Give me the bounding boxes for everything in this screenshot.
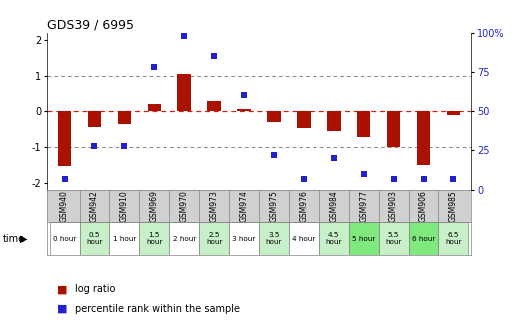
- Text: GSM985: GSM985: [449, 190, 458, 222]
- Text: 6.5
hour: 6.5 hour: [445, 232, 462, 245]
- Text: ■: ■: [57, 304, 67, 314]
- Text: GSM940: GSM940: [60, 190, 69, 222]
- Bar: [357, 111, 370, 137]
- Bar: [109, 222, 139, 255]
- Bar: [327, 111, 340, 131]
- Bar: [58, 111, 71, 166]
- Text: 1 hour: 1 hour: [113, 236, 136, 242]
- Bar: [148, 104, 161, 111]
- Text: GSM975: GSM975: [269, 190, 279, 222]
- Text: 3.5
hour: 3.5 hour: [266, 232, 282, 245]
- Text: 4 hour: 4 hour: [292, 236, 315, 242]
- Text: 2 hour: 2 hour: [172, 236, 196, 242]
- Text: 4.5
hour: 4.5 hour: [325, 232, 342, 245]
- Bar: [297, 111, 311, 128]
- Text: ▶: ▶: [20, 234, 27, 244]
- Text: 5.5
hour: 5.5 hour: [385, 232, 402, 245]
- Bar: [447, 111, 460, 115]
- Bar: [387, 111, 400, 147]
- Bar: [169, 222, 199, 255]
- Bar: [319, 222, 349, 255]
- Text: GSM977: GSM977: [359, 190, 368, 222]
- Text: GDS39 / 6995: GDS39 / 6995: [47, 19, 134, 31]
- Bar: [207, 101, 221, 111]
- Bar: [267, 111, 281, 122]
- Bar: [289, 222, 319, 255]
- Text: 2.5
hour: 2.5 hour: [206, 232, 222, 245]
- Text: 1.5
hour: 1.5 hour: [146, 232, 163, 245]
- Bar: [259, 222, 289, 255]
- Text: GSM973: GSM973: [210, 190, 219, 222]
- Bar: [88, 111, 101, 127]
- Bar: [229, 222, 259, 255]
- Text: time: time: [3, 234, 25, 244]
- Bar: [237, 110, 251, 111]
- Bar: [139, 222, 169, 255]
- Text: GSM970: GSM970: [180, 190, 189, 222]
- Bar: [417, 111, 430, 165]
- Text: GSM969: GSM969: [150, 190, 159, 222]
- Bar: [118, 111, 131, 124]
- Text: GSM984: GSM984: [329, 190, 338, 222]
- Text: 0 hour: 0 hour: [53, 236, 76, 242]
- Bar: [438, 222, 468, 255]
- Bar: [50, 222, 80, 255]
- Text: 5 hour: 5 hour: [352, 236, 376, 242]
- Text: GSM910: GSM910: [120, 190, 129, 222]
- Bar: [199, 222, 229, 255]
- Text: percentile rank within the sample: percentile rank within the sample: [75, 304, 240, 314]
- Bar: [379, 222, 409, 255]
- Text: 3 hour: 3 hour: [233, 236, 256, 242]
- Text: ■: ■: [57, 284, 67, 294]
- Text: 0.5
hour: 0.5 hour: [86, 232, 103, 245]
- Text: GSM976: GSM976: [299, 190, 308, 222]
- Bar: [349, 222, 379, 255]
- Text: GSM906: GSM906: [419, 190, 428, 222]
- Bar: [80, 222, 109, 255]
- Text: GSM974: GSM974: [239, 190, 249, 222]
- Bar: [409, 222, 438, 255]
- Bar: [178, 74, 191, 111]
- Text: log ratio: log ratio: [75, 284, 116, 294]
- Text: GSM942: GSM942: [90, 190, 99, 222]
- Text: GSM903: GSM903: [389, 190, 398, 222]
- Text: 6 hour: 6 hour: [412, 236, 435, 242]
